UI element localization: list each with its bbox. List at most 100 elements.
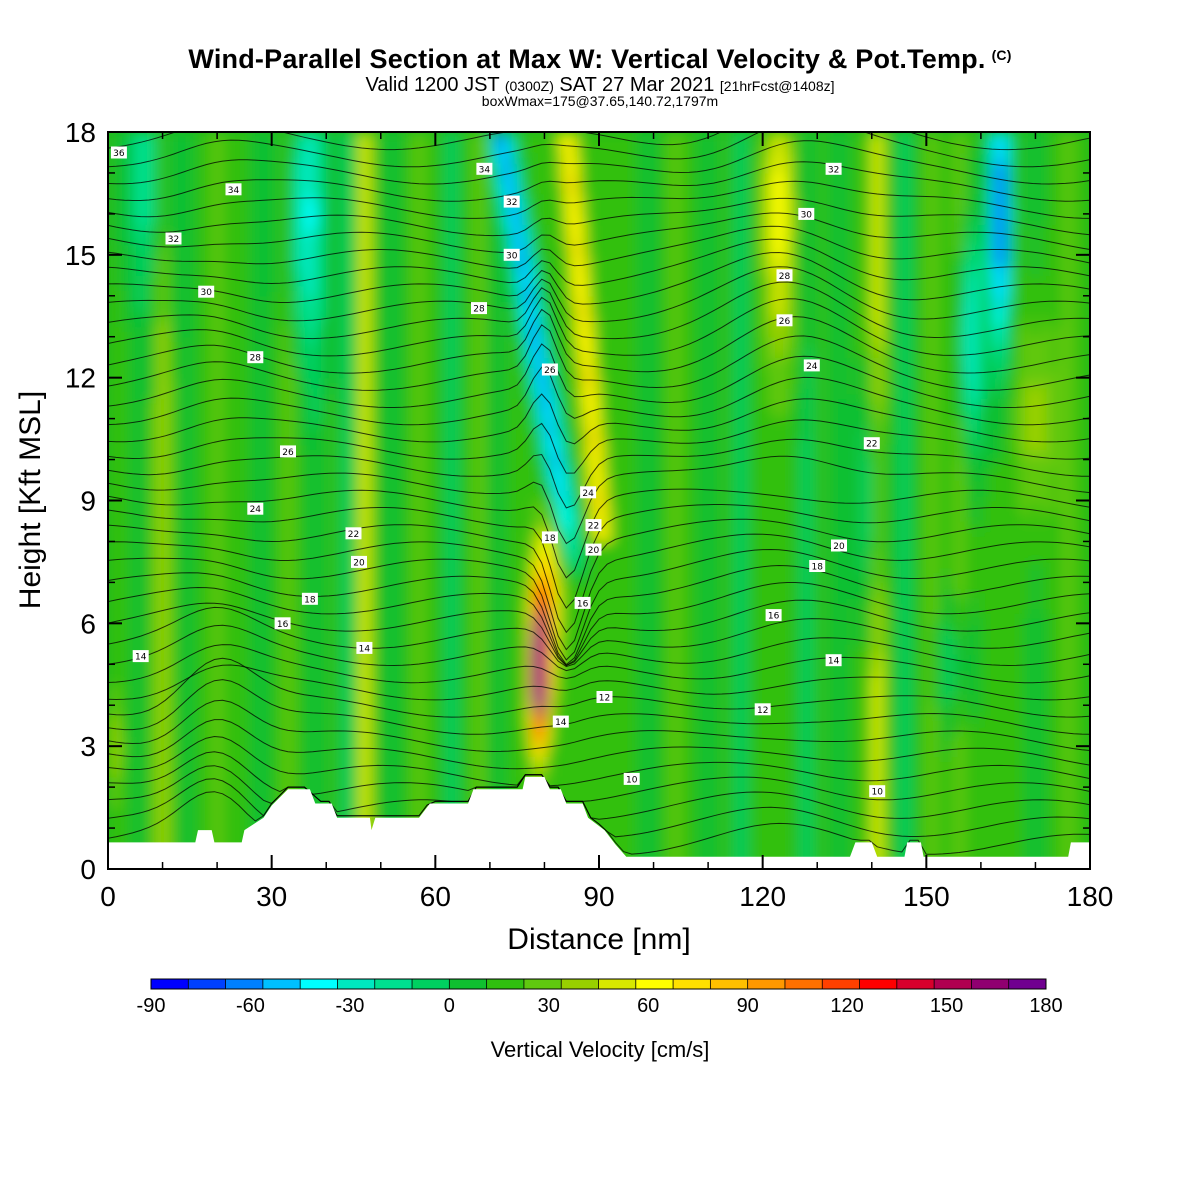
velocity-cell	[189, 132, 197, 143]
velocity-cell	[244, 654, 251, 665]
velocity-cell	[277, 306, 284, 317]
velocity-cell	[113, 316, 120, 328]
velocity-cell	[386, 469, 393, 481]
velocity-cell	[457, 306, 464, 317]
velocity-cell	[315, 654, 322, 665]
velocity-cell	[320, 654, 328, 665]
velocity-cell	[108, 531, 115, 543]
velocity-cell	[320, 295, 328, 307]
velocity-cell	[277, 142, 284, 154]
velocity-cell	[353, 602, 360, 614]
velocity-cell	[118, 633, 126, 645]
velocity-cell	[391, 408, 398, 420]
velocity-cell	[140, 715, 147, 727]
velocity-cell	[391, 347, 398, 358]
velocity-cell	[151, 817, 158, 829]
velocity-cell	[309, 735, 317, 747]
velocity-cell	[353, 132, 360, 143]
velocity-cell	[271, 582, 278, 594]
velocity-cell	[309, 387, 317, 399]
velocity-cell	[375, 490, 382, 502]
velocity-cell	[228, 285, 235, 297]
velocity-cell	[260, 193, 268, 205]
velocity-cell	[468, 551, 475, 563]
velocity-cell	[189, 674, 197, 686]
velocity-cell	[266, 132, 273, 143]
velocity-cell	[206, 224, 213, 236]
velocity-cell	[348, 521, 355, 532]
velocity-cell	[200, 797, 207, 809]
velocity-cell	[446, 541, 453, 553]
velocity-cell	[304, 439, 311, 451]
velocity-cell	[168, 756, 175, 768]
velocity-cell	[228, 541, 235, 553]
velocity-cell	[315, 316, 322, 328]
velocity-cell	[146, 705, 153, 717]
velocity-cell	[468, 715, 475, 727]
velocity-cell	[168, 654, 175, 665]
velocity-cell	[189, 500, 197, 512]
velocity-cell	[435, 439, 442, 451]
velocity-cell	[386, 674, 393, 686]
velocity-cell	[195, 643, 202, 655]
velocity-cell	[359, 398, 366, 410]
velocity-cell	[413, 275, 420, 287]
velocity-cell	[189, 254, 197, 266]
velocity-cell	[118, 387, 126, 399]
velocity-cell	[146, 776, 153, 788]
velocity-cell	[277, 643, 284, 655]
velocity-cell	[206, 705, 213, 717]
velocity-cell	[271, 561, 278, 573]
velocity-cell	[151, 152, 158, 164]
velocity-cell	[228, 572, 235, 584]
velocity-cell	[173, 306, 180, 317]
velocity-cell	[337, 715, 344, 727]
velocity-cell	[386, 715, 393, 727]
velocity-cell	[369, 367, 377, 379]
velocity-cell	[282, 162, 289, 174]
velocity-cell	[135, 254, 142, 266]
velocity-cell	[288, 183, 295, 195]
velocity-cell	[228, 521, 235, 532]
velocity-cell	[309, 459, 317, 471]
velocity-cell	[108, 275, 115, 287]
velocity-cell	[162, 746, 169, 758]
velocity-cell	[413, 367, 420, 379]
velocity-cell	[397, 275, 404, 287]
velocity-cell	[249, 541, 257, 553]
velocity-cell	[397, 572, 404, 584]
velocity-cell	[435, 500, 442, 512]
velocity-cell	[244, 439, 251, 451]
velocity-cell	[168, 316, 175, 328]
velocity-cell	[260, 490, 268, 502]
velocity-cell	[151, 541, 158, 553]
velocity-cell	[479, 244, 486, 256]
velocity-cell	[419, 439, 426, 451]
velocity-cell	[408, 582, 415, 594]
velocity-cell	[217, 265, 224, 277]
velocity-cell	[206, 183, 213, 195]
velocity-cell	[429, 551, 437, 563]
velocity-cell	[162, 469, 169, 481]
velocity-cell	[293, 367, 300, 379]
velocity-cell	[473, 193, 480, 205]
velocity-cell	[419, 623, 426, 635]
velocity-cell	[408, 152, 415, 164]
velocity-cell	[217, 541, 224, 553]
velocity-cell	[173, 387, 180, 399]
velocity-cell	[446, 428, 453, 440]
velocity-cell	[337, 469, 344, 481]
velocity-cell	[129, 705, 137, 717]
velocity-cell	[151, 183, 158, 195]
velocity-cell	[457, 715, 464, 727]
velocity-cell	[140, 623, 147, 635]
velocity-cell	[288, 674, 295, 686]
velocity-cell	[293, 766, 300, 778]
velocity-cell	[320, 469, 328, 481]
velocity-cell	[364, 285, 371, 297]
velocity-cell	[457, 387, 464, 399]
velocity-cell	[293, 705, 300, 717]
velocity-cell	[380, 162, 388, 174]
velocity-cell	[217, 336, 224, 348]
velocity-cell	[353, 203, 360, 215]
